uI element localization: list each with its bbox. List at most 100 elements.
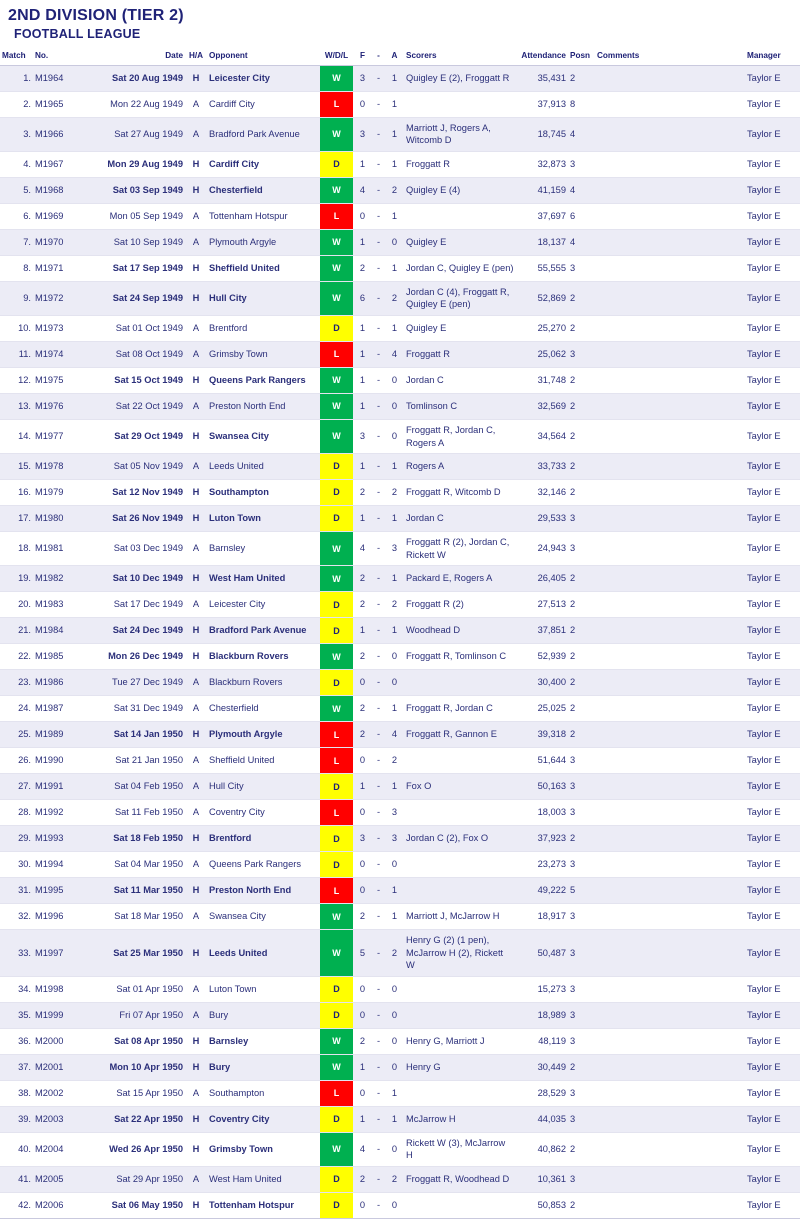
result-badge: D <box>333 1174 340 1185</box>
cell-match-number: 22. <box>18 651 31 662</box>
cell-match-id: M2002 <box>35 1088 64 1098</box>
table-row[interactable]: 28. M1992 Sat 11 Feb 1950 A Coventry City L 0-… <box>0 799 800 826</box>
cell-result: W <box>320 229 353 256</box>
cell-match-number: 1. <box>0 65 33 92</box>
result-badge: D <box>333 1114 340 1125</box>
cell-manager: Taylor E <box>747 599 781 610</box>
table-row[interactable]: 21. M1984 Sat 24 Dec 1949 H Bradford Park Av… <box>0 617 800 644</box>
table-row[interactable]: 18. M1981 Sat 03 Dec 1949 A Barnsley W 4-3 Frog… <box>0 531 800 566</box>
table-row[interactable]: 27. M1991 Sat 04 Feb 1950 A Hull City D 1-1 Fox… <box>0 773 800 800</box>
table-row[interactable]: 34. M1998 Sat 01 Apr 1950 A Luton Town D 0-0 15… <box>0 976 800 1003</box>
cell-scorers: Henry G <box>404 1054 516 1081</box>
cell-date: Sat 08 Apr 1950 <box>114 1036 183 1046</box>
cell-manager: Taylor E <box>745 773 800 800</box>
table-row[interactable]: 32. M1996 Sat 18 Mar 1950 A Swansea City W 2-1… <box>0 903 800 930</box>
cell-position: 3 <box>568 1002 595 1029</box>
cell-comments <box>595 929 745 977</box>
table-row[interactable]: 29. M1993 Sat 18 Feb 1950 H Brentford D 3-3 Jor… <box>0 825 800 852</box>
cell-score-separator: - <box>376 375 381 386</box>
cell-home-away: H <box>192 375 200 386</box>
cell-opponent: Grimsby Town <box>207 341 320 368</box>
cell-result: D <box>320 453 353 480</box>
cell-goals-against: 1 <box>385 877 404 904</box>
cell-score-separator: - <box>376 599 381 610</box>
cell-result: D <box>320 773 353 800</box>
table-row[interactable]: 24. M1987 Sat 31 Dec 1949 A Chesterfield W 2-1… <box>0 695 800 722</box>
table-row[interactable]: 3. M1966 Sat 27 Aug 1949 A Bradford Park Ave… <box>0 117 800 152</box>
cell-goals-for: 0 <box>359 755 366 766</box>
table-row[interactable]: 14. M1977 Sat 29 Oct 1949 H Swansea City W 3-0… <box>0 419 800 454</box>
cell-match-id: M1984 <box>33 617 75 644</box>
table-row[interactable]: 23. M1986 Tue 27 Dec 1949 A Blackburn Rovers… <box>0 669 800 696</box>
table-row[interactable]: 40. M2004 Wed 26 Apr 1950 H Grimsby Town W 4-0… <box>0 1132 800 1167</box>
column-header-dash: - <box>372 47 385 66</box>
table-row[interactable]: 38. M2002 Sat 15 Apr 1950 A Southampton L 0-1 2… <box>0 1080 800 1107</box>
cell-position: 3 <box>570 807 576 818</box>
cell-attendance: 37,851 <box>516 617 568 644</box>
table-row[interactable]: 5. M1968 Sat 03 Sep 1949 H Chesterfield W 4-2 Q… <box>0 177 800 204</box>
table-row[interactable]: 7. M1970 Sat 10 Sep 1949 A Plymouth Argyle W 1… <box>0 229 800 256</box>
table-row[interactable]: 16. M1979 Sat 12 Nov 1949 H Southampton D 2-2 F… <box>0 479 800 506</box>
table-row[interactable]: 8. M1971 Sat 17 Sep 1949 H Sheffield United W… <box>0 255 800 282</box>
cell-match-number: 34. <box>18 984 31 994</box>
table-row[interactable]: 9. M1972 Sat 24 Sep 1949 H Hull City W 6-2 Jord… <box>0 281 800 316</box>
table-row[interactable]: 15. M1978 Sat 05 Nov 1949 A Leeds United D 1-1… <box>0 453 800 480</box>
table-row[interactable]: 31. M1995 Sat 11 Mar 1950 H Preston North En… <box>0 877 800 904</box>
cell-score-separator: - <box>372 773 385 800</box>
cell-score-separator: - <box>376 1200 381 1211</box>
table-row[interactable]: 2. M1965 Mon 22 Aug 1949 A Cardiff City L 0-1 3… <box>0 91 800 118</box>
cell-scorers: Tomlinson C <box>404 393 516 420</box>
cell-attendance: 18,745 <box>516 117 568 152</box>
table-row[interactable]: 41. M2005 Sat 29 Apr 1950 A West Ham United D… <box>0 1166 800 1193</box>
cell-position: 2 <box>568 393 595 420</box>
cell-attendance: 41,159 <box>516 177 568 204</box>
result-badge: W <box>332 293 341 304</box>
cell-goals-for: 0 <box>353 669 372 696</box>
cell-scorers: Quigley E (2), Froggatt R <box>404 65 516 92</box>
table-row[interactable]: 6. M1969 Mon 05 Sep 1949 A Tottenham Hotspur… <box>0 203 800 230</box>
cell-match-number: 35. <box>0 1002 33 1029</box>
table-row[interactable]: 26. M1990 Sat 21 Jan 1950 A Sheffield United… <box>0 747 800 774</box>
cell-result: W <box>320 531 353 566</box>
cell-match-id: M1980 <box>33 505 75 532</box>
table-row[interactable]: 33. M1997 Sat 25 Mar 1950 H Leeds United W 5-2… <box>0 929 800 977</box>
cell-goals-against: 0 <box>391 859 398 870</box>
cell-score-separator: - <box>372 617 385 644</box>
table-row[interactable]: 19. M1982 Sat 10 Dec 1949 H West Ham United W… <box>0 565 800 592</box>
cell-manager: Taylor E <box>745 229 800 256</box>
table-row[interactable]: 4. M1967 Mon 29 Aug 1949 H Cardiff City D 1-1 F… <box>0 151 800 178</box>
table-row[interactable]: 20. M1983 Sat 17 Dec 1949 A Leicester City D 2… <box>0 591 800 618</box>
table-row[interactable]: 42. M2006 Sat 06 May 1950 H Tottenham Hotspu… <box>0 1192 800 1219</box>
cell-attendance: 33,733 <box>516 453 568 480</box>
table-row[interactable]: 17. M1980 Sat 26 Nov 1949 H Luton Town D 1-1 Jo… <box>0 505 800 532</box>
table-row[interactable]: 25. M1989 Sat 14 Jan 1950 H Plymouth Argyle L… <box>0 721 800 748</box>
table-row[interactable]: 10. M1973 Sat 01 Oct 1949 A Brentford D 1-1 Qui… <box>0 315 800 342</box>
cell-score-separator: - <box>376 807 381 818</box>
table-row[interactable]: 13. M1976 Sat 22 Oct 1949 A Preston North En… <box>0 393 800 420</box>
cell-goals-for: 2 <box>359 487 366 498</box>
cell-date: Sat 14 Jan 1950 <box>75 721 185 748</box>
cell-date: Sat 31 Dec 1949 <box>113 703 183 714</box>
cell-home-away: H <box>185 505 207 532</box>
cell-result: D <box>320 1192 353 1219</box>
cell-opponent: Coventry City <box>207 1106 320 1133</box>
table-row[interactable]: 30. M1994 Sat 04 Mar 1950 A Queens Park Rang… <box>0 851 800 878</box>
cell-home-away: A <box>192 984 200 994</box>
table-row[interactable]: 39. M2003 Sat 22 Apr 1950 H Coventry City D 1-… <box>0 1106 800 1133</box>
cell-scorers: Marriott J, McJarrow H <box>406 911 500 922</box>
cell-attendance: 18,917 <box>537 911 566 922</box>
cell-home-away: H <box>185 721 207 748</box>
cell-goals-for: 2 <box>359 703 366 714</box>
table-row[interactable]: 22. M1985 Mon 26 Dec 1949 H Blackburn Rovers… <box>0 643 800 670</box>
table-row[interactable]: 12. M1975 Sat 15 Oct 1949 H Queens Park Rang… <box>0 367 800 394</box>
table-row[interactable]: 11. M1974 Sat 08 Oct 1949 A Grimsby Town L 1-4… <box>0 341 800 368</box>
table-row[interactable]: 35. M1999 Fri 07 Apr 1950 A Bury D 0-0 18,989 3 T… <box>0 1002 800 1029</box>
table-row[interactable]: 36. M2000 Sat 08 Apr 1950 H Barnsley W 2-0 Henr… <box>0 1028 800 1055</box>
cell-goals-for: 0 <box>359 807 366 818</box>
table-row[interactable]: 1. M1964 Sat 20 Aug 1949 H Leicester City W 3-… <box>0 65 800 92</box>
cell-match-id: M1978 <box>33 453 75 480</box>
cell-goals-against: 2 <box>391 755 398 766</box>
cell-scorers: McJarrow H <box>404 1106 516 1133</box>
